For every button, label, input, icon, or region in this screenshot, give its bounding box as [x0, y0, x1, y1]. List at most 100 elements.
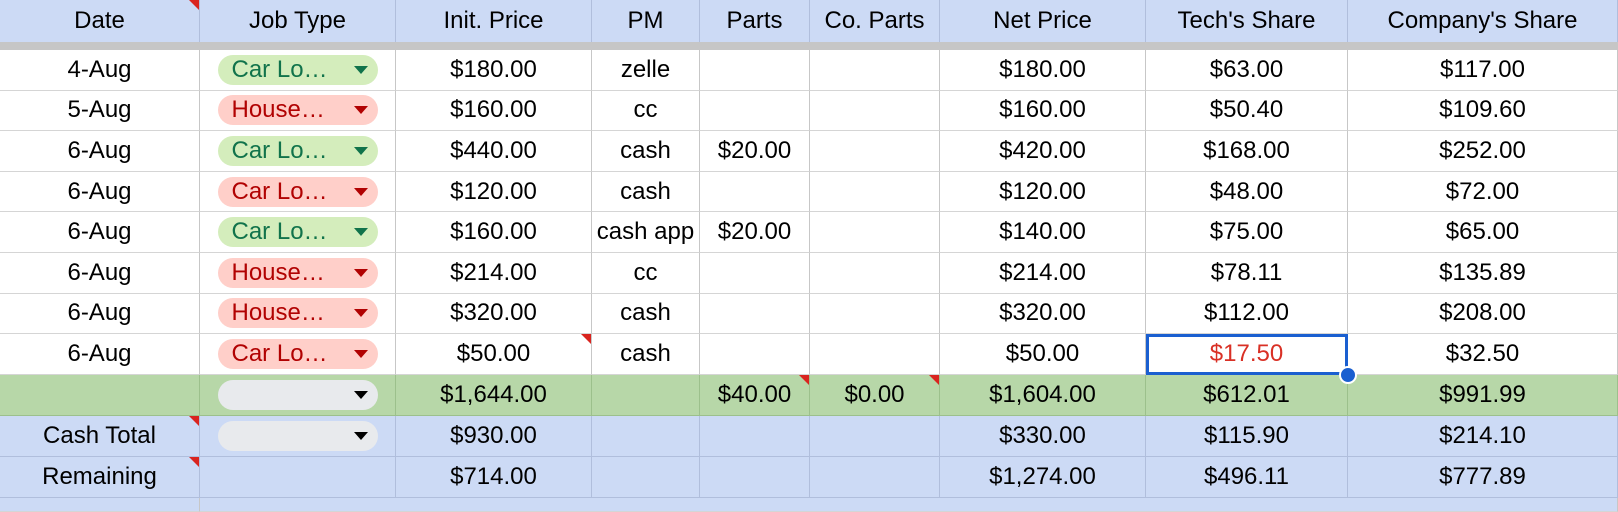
cell-coparts[interactable]: [810, 50, 940, 91]
cell-net[interactable]: $180.00: [940, 50, 1146, 91]
cell-coparts[interactable]: [810, 253, 940, 294]
totals-pm-cell[interactable]: [592, 375, 700, 416]
cell-pm[interactable]: cash app: [592, 212, 700, 253]
cell-net[interactable]: $214.00: [940, 253, 1146, 294]
cell-net[interactable]: $50.00: [940, 334, 1146, 375]
empty-cell[interactable]: [200, 498, 1618, 512]
cell-pm[interactable]: cash: [592, 334, 700, 375]
cell-job[interactable]: House…: [200, 293, 396, 335]
remaining-pm-cell[interactable]: [592, 457, 700, 498]
totals-parts[interactable]: $40.00: [700, 375, 810, 416]
cell-parts[interactable]: [700, 171, 810, 213]
cash-total-tech-share[interactable]: $115.90: [1146, 416, 1348, 457]
cell-date[interactable]: 6-Aug: [0, 131, 200, 172]
header-pm[interactable]: PM: [592, 0, 700, 42]
job-type-dropdown[interactable]: [217, 380, 378, 410]
cell-job[interactable]: House…: [200, 253, 396, 294]
cell-job[interactable]: House…: [200, 90, 396, 132]
cell-init[interactable]: $214.00: [396, 253, 592, 294]
cell-tech[interactable]: $48.00: [1146, 171, 1348, 213]
cell-pm[interactable]: cash: [592, 293, 700, 335]
job-type-chip[interactable]: House…: [217, 95, 378, 126]
cell-pm[interactable]: cc: [592, 90, 700, 132]
totals-net-price[interactable]: $1,604.00: [940, 375, 1146, 416]
job-type-chip[interactable]: Car Lo…: [217, 338, 378, 369]
totals-date-cell[interactable]: [0, 375, 200, 416]
cell-job[interactable]: Car Lo…: [200, 171, 396, 213]
cell-coparts[interactable]: [810, 171, 940, 213]
remaining-company-share[interactable]: $777.89: [1348, 457, 1618, 498]
header-tech-share[interactable]: Tech's Share: [1146, 0, 1348, 42]
cell-init[interactable]: $320.00: [396, 293, 592, 335]
cell-company[interactable]: $65.00: [1348, 212, 1618, 253]
cell-tech[interactable]: $112.00: [1146, 293, 1348, 335]
cell-pm[interactable]: cash: [592, 131, 700, 172]
cell-company[interactable]: $32.50: [1348, 334, 1618, 375]
cell-parts[interactable]: $20.00: [700, 131, 810, 172]
cell-init[interactable]: $160.00: [396, 212, 592, 253]
job-type-chip[interactable]: Car Lo…: [217, 217, 378, 248]
cell-net[interactable]: $160.00: [940, 90, 1146, 132]
cell-coparts[interactable]: [810, 90, 940, 132]
cell-company[interactable]: $117.00: [1348, 50, 1618, 91]
cell-date[interactable]: 5-Aug: [0, 90, 200, 132]
cell-company[interactable]: $208.00: [1348, 293, 1618, 335]
cell-company[interactable]: $252.00: [1348, 131, 1618, 172]
cell-date[interactable]: 6-Aug: [0, 171, 200, 213]
cell-pm[interactable]: cc: [592, 253, 700, 294]
cash-total-label-cell[interactable]: Cash Total: [0, 416, 200, 457]
cell-date[interactable]: 6-Aug: [0, 334, 200, 375]
cell-pm[interactable]: zelle: [592, 50, 700, 91]
header-date[interactable]: Date: [0, 0, 200, 42]
cell-date[interactable]: 6-Aug: [0, 293, 200, 335]
remaining-parts-cell[interactable]: [700, 457, 810, 498]
cell-coparts[interactable]: [810, 212, 940, 253]
cell-parts[interactable]: [700, 50, 810, 91]
totals-co-parts[interactable]: $0.00: [810, 375, 940, 416]
cell-coparts[interactable]: [810, 131, 940, 172]
cell-coparts[interactable]: [810, 334, 940, 375]
totals-init-price[interactable]: $1,644.00: [396, 375, 592, 416]
remaining-net-price[interactable]: $1,274.00: [940, 457, 1146, 498]
cell-date[interactable]: 6-Aug: [0, 253, 200, 294]
cell-init[interactable]: $50.00: [396, 334, 592, 375]
cash-total-net-price[interactable]: $330.00: [940, 416, 1146, 457]
cell-tech[interactable]: $63.00: [1146, 50, 1348, 91]
cash-total-pm-cell[interactable]: [592, 416, 700, 457]
cell-job[interactable]: Car Lo…: [200, 334, 396, 375]
job-type-chip[interactable]: Car Lo…: [217, 135, 378, 166]
fill-handle[interactable]: [1339, 365, 1357, 384]
cell-company[interactable]: $109.60: [1348, 90, 1618, 132]
cell-job[interactable]: Car Lo…: [200, 131, 396, 172]
cell-tech[interactable]: $50.40: [1146, 90, 1348, 132]
header-parts[interactable]: Parts: [700, 0, 810, 42]
cell-net[interactable]: $420.00: [940, 131, 1146, 172]
cell-parts[interactable]: [700, 293, 810, 335]
empty-cell[interactable]: [0, 498, 200, 512]
header-job-type[interactable]: Job Type: [200, 0, 396, 42]
cell-company[interactable]: $135.89: [1348, 253, 1618, 294]
job-type-chip[interactable]: House…: [217, 298, 378, 329]
totals-company-share[interactable]: $991.99: [1348, 375, 1618, 416]
cash-total-job-cell[interactable]: [200, 416, 396, 457]
cell-date[interactable]: 4-Aug: [0, 50, 200, 91]
cell-net[interactable]: $120.00: [940, 171, 1146, 213]
job-type-chip[interactable]: Car Lo…: [217, 176, 378, 207]
cell-tech[interactable]: $75.00: [1146, 212, 1348, 253]
cell-coparts[interactable]: [810, 293, 940, 335]
totals-tech-share[interactable]: $612.01: [1146, 375, 1348, 416]
cash-total-co-parts-cell[interactable]: [810, 416, 940, 457]
remaining-init-price[interactable]: $714.00: [396, 457, 592, 498]
remaining-co-parts-cell[interactable]: [810, 457, 940, 498]
cell-pm[interactable]: cash: [592, 171, 700, 213]
header-company-share[interactable]: Company's Share: [1348, 0, 1618, 42]
cell-init[interactable]: $160.00: [396, 90, 592, 132]
cell-tech[interactable]: $78.11: [1146, 253, 1348, 294]
header-net-price[interactable]: Net Price: [940, 0, 1146, 42]
remaining-job-cell[interactable]: [200, 457, 396, 498]
cell-parts[interactable]: [700, 334, 810, 375]
header-co-parts[interactable]: Co. Parts: [810, 0, 940, 42]
job-type-chip[interactable]: Car Lo…: [217, 54, 378, 85]
cell-net[interactable]: $140.00: [940, 212, 1146, 253]
cash-total-company-share[interactable]: $214.10: [1348, 416, 1618, 457]
